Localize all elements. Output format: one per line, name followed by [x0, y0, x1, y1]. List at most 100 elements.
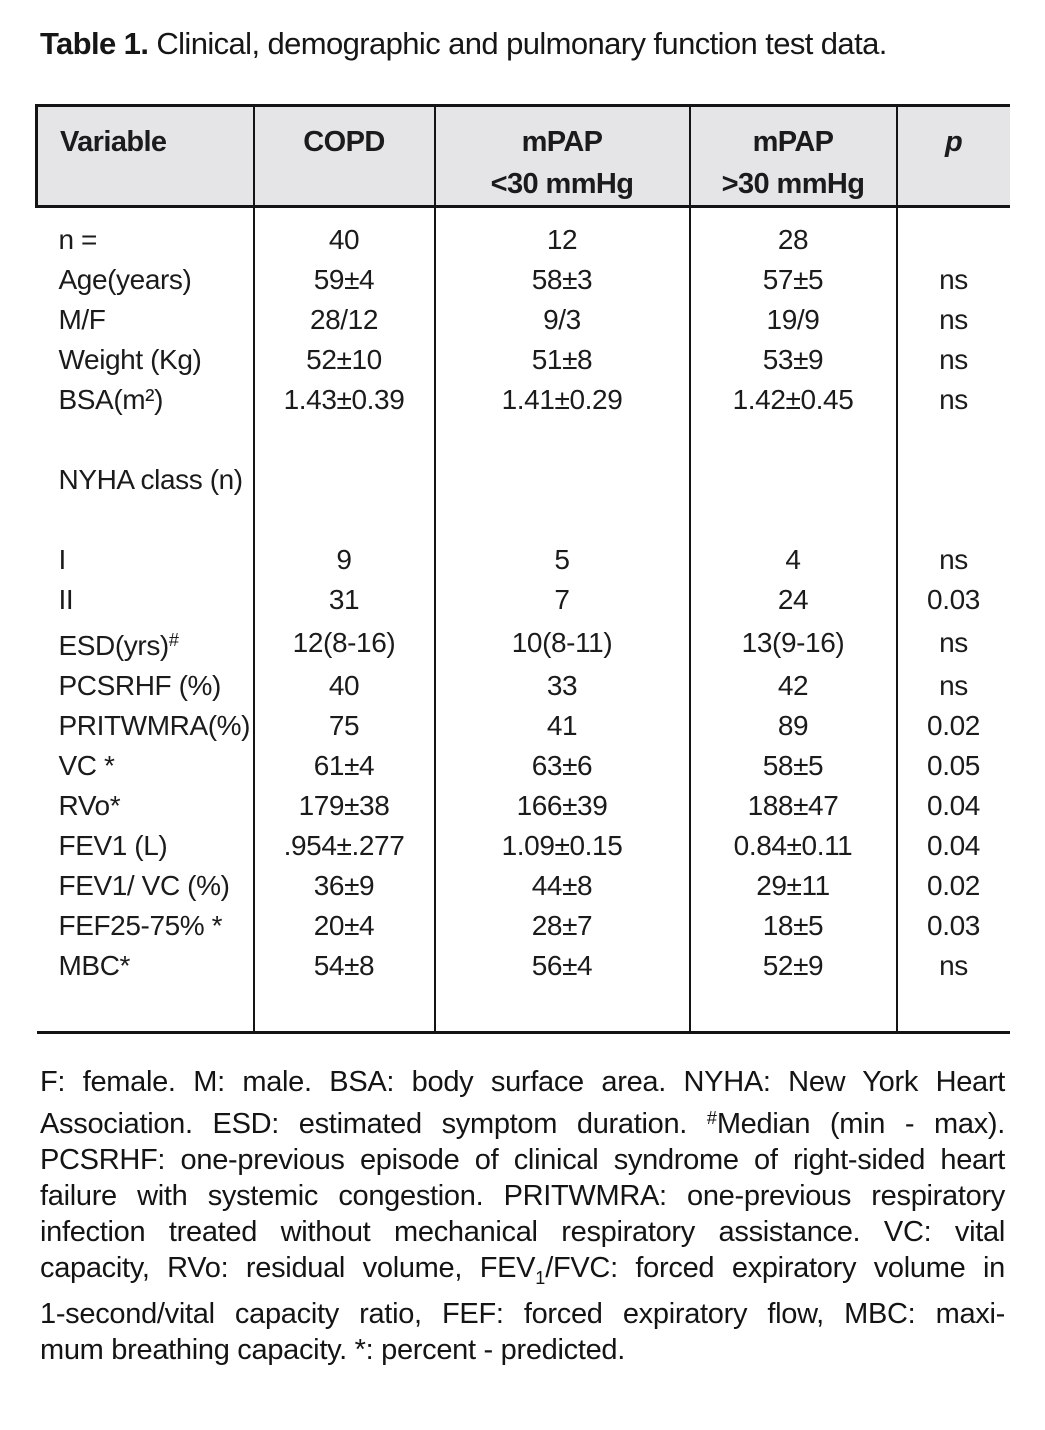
cell: 1.43±0.39: [253, 380, 436, 420]
cell: [36, 500, 255, 540]
cell: [434, 420, 691, 460]
header-label-line: p: [944, 126, 963, 158]
cell: 31: [253, 580, 436, 620]
header-row: Variable COPD mPAP <30 mmHg mPAP >30 mmH…: [35, 104, 1010, 208]
cell: RVo*: [36, 786, 255, 826]
cell: ns: [939, 544, 968, 575]
footnote-line: Association. ESD: estimated symptom dura…: [40, 1108, 1005, 1140]
table-row: n = 40 12 28: [36, 206, 1010, 261]
cell: 75: [253, 706, 436, 746]
table-row: NYHA class (n): [36, 460, 1010, 500]
cell: 36±9: [253, 866, 436, 906]
table-row: [36, 420, 1010, 460]
cell: PCSRHF (%): [36, 666, 255, 706]
table-row: BSA(m²) 1.43±0.39 1.41±0.29 1.42±0.45 ns: [36, 380, 1010, 420]
cell: 0.03: [927, 584, 980, 615]
table-caption-number: Table 1.: [40, 26, 149, 61]
footnote-line: mum breathing capacity. *: percent - pre…: [40, 1334, 625, 1366]
cell: I: [36, 540, 255, 580]
cell: II: [36, 580, 255, 620]
cell: 19/9: [689, 300, 898, 340]
cell: M/F: [36, 300, 255, 340]
cell: 1.09±0.15: [434, 826, 691, 866]
col-header-copd: COPD: [253, 104, 436, 208]
table-body: n = 40 12 28 Age(years) 59±4 58±3 57±5 ns M/F 28/1…: [36, 206, 1010, 1034]
cell: 7: [434, 580, 691, 620]
cell: [689, 500, 898, 540]
cell: 13(9-16): [689, 620, 898, 666]
cell: 59±4: [253, 260, 436, 300]
cell: 0.02: [927, 710, 980, 741]
cell: ns: [939, 627, 968, 658]
cell: ns: [939, 670, 968, 701]
cell: 58±3: [434, 260, 691, 300]
table-row: I 9 5 4 ns: [36, 540, 1010, 580]
cell: 5: [434, 540, 691, 580]
cell: 1.41±0.29: [434, 380, 691, 420]
cell: MBC*: [36, 946, 255, 1034]
cell: 188±47: [689, 786, 898, 826]
col-header-p: p: [896, 104, 1010, 208]
cell: ns: [939, 304, 968, 335]
col-header-mpap-gt30: mPAP >30 mmHg: [689, 104, 898, 208]
cell: 29±11: [689, 866, 898, 906]
cell: 33: [434, 666, 691, 706]
table-row: PCSRHF (%) 40 33 42 ns: [36, 666, 1010, 706]
header-label-line: mPAP: [521, 126, 603, 158]
cell: 54±8: [253, 946, 436, 1034]
cell: [689, 420, 898, 460]
cell: [253, 420, 436, 460]
footnote-line: infection treated without mechanical res…: [40, 1216, 1005, 1248]
cell: [897, 207, 1010, 261]
cell: 18±5: [689, 906, 898, 946]
cell: [434, 460, 691, 500]
table-row: Weight (Kg) 52±10 51±8 53±9 ns: [36, 340, 1010, 380]
cell: 0.84±0.11: [689, 826, 898, 866]
header-label-line: COPD: [303, 126, 385, 158]
cell: ns: [939, 344, 968, 375]
col-header-mpap-lt30: mPAP <30 mmHg: [434, 104, 691, 208]
cell: 63±6: [434, 746, 691, 786]
cell: 0.03: [927, 910, 980, 941]
table-caption-text: Clinical, demographic and pulmonary func…: [148, 26, 887, 61]
cell: 12(8-16): [253, 620, 436, 666]
cell: 24: [689, 580, 898, 620]
cell: FEF25-75% *: [36, 906, 255, 946]
cell: 179±38: [253, 786, 436, 826]
cell: 0.04: [927, 790, 980, 821]
cell: 28/12: [253, 300, 436, 340]
cell: 89: [689, 706, 898, 746]
cell: 58±5: [689, 746, 898, 786]
footnote-line: failure with systemic congestion. PRITWM…: [40, 1180, 1005, 1212]
cell: 10(8-11): [434, 620, 691, 666]
cell: 0.05: [927, 750, 980, 781]
cell: 44±8: [434, 866, 691, 906]
cell: 42: [689, 666, 898, 706]
table-row: ESD(yrs)# 12(8-16) 10(8-11) 13(9-16) ns: [36, 620, 1010, 666]
cell: [897, 420, 1010, 460]
cell: Age(years): [36, 260, 255, 300]
cell: 40: [253, 206, 436, 260]
page: Table 1. Clinical, demographic and pulmo…: [0, 26, 1045, 1430]
cell: FEV1 (L): [36, 826, 255, 866]
cell: 61±4: [253, 746, 436, 786]
cell: 57±5: [689, 260, 898, 300]
cell: VC *: [36, 746, 255, 786]
cell: .954±.277: [253, 826, 436, 866]
cell: [434, 500, 691, 540]
cell: 28±7: [434, 906, 691, 946]
footnote-line: 1-second/vital capacity ratio, FEF: forc…: [40, 1298, 1005, 1330]
cell: n =: [36, 206, 255, 260]
data-table: Variable COPD mPAP <30 mmHg mPAP >30 mmH…: [35, 104, 1010, 1034]
cell: ns: [896, 946, 1010, 1034]
footnote-line: PCSRHF: one-previous episode of clinical…: [40, 1144, 1005, 1176]
header-label-line: Variable: [60, 126, 167, 158]
table-row: Age(years) 59±4 58±3 57±5 ns: [36, 260, 1010, 300]
table-row: M/F 28/12 9/3 19/9 ns: [36, 300, 1010, 340]
cell: 53±9: [689, 340, 898, 380]
cell: 0.04: [927, 830, 980, 861]
cell: 9/3: [434, 300, 691, 340]
cell: [36, 420, 255, 460]
table-row: [36, 500, 1010, 540]
footnote-line: capacity, RVo: residual volume, FEV1/FVC…: [40, 1252, 1005, 1288]
